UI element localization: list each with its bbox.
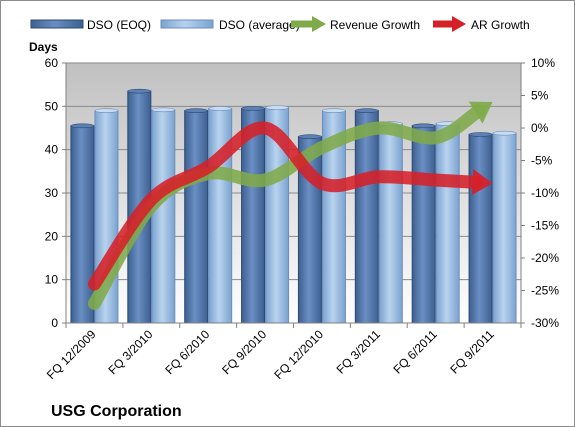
right-tick-label: 10% <box>531 56 555 70</box>
arrowhead-revenue-growth <box>468 101 493 124</box>
left-tick-label: 10 <box>45 273 59 287</box>
bar-dso-average <box>208 108 233 324</box>
right-tick-label: 0% <box>531 121 549 135</box>
left-tick-label: 40 <box>45 143 59 157</box>
right-tick-label: -15% <box>531 219 559 233</box>
bar-dso-average <box>151 109 176 324</box>
x-tick-label: FQ 9/2011 <box>447 327 497 377</box>
left-axis-ticks: 0 10 20 30 40 50 60 <box>45 56 66 330</box>
bar-top-dso-average <box>265 105 289 110</box>
left-tick-label: 50 <box>45 99 59 113</box>
x-tick-label: FQ 3/2010 <box>105 327 155 377</box>
bar-top-dso-average <box>322 108 346 113</box>
x-tick-label: FQ 12/2010 <box>271 327 326 382</box>
right-tick-label: -5% <box>531 154 553 168</box>
chart-title: USG Corporation <box>51 403 182 420</box>
bar-top-dso-eoq <box>241 106 265 111</box>
bar-dso-eoq <box>411 125 436 324</box>
right-tick-label: -20% <box>531 251 559 265</box>
x-tick-label: FQ 6/2010 <box>162 327 212 377</box>
bar-dso-average <box>492 132 517 324</box>
bar-top-dso-eoq <box>411 123 436 129</box>
bar-top-dso-eoq <box>127 88 152 94</box>
left-tick-label: 20 <box>45 229 59 243</box>
right-tick-label: -30% <box>531 316 559 330</box>
legend-item-dso-eoq: DSO (EOQ) <box>30 18 151 32</box>
bar-dso-eoq <box>70 125 95 324</box>
right-axis-ticks: -30% -25% -20% -15% -10% -5% 0% 5% 10% <box>521 56 559 330</box>
bar-dso-average <box>378 123 403 324</box>
right-tick-label: -25% <box>531 284 559 298</box>
legend-label-dso-eoq: DSO (EOQ) <box>87 18 151 32</box>
bar-top-dso-average <box>94 108 119 113</box>
bar-top-dso-eoq <box>184 108 208 113</box>
x-axis-ticks: FQ 12/2009 FQ 3/2010 FQ 6/2010 FQ 9/2010 FQ … <box>44 323 522 382</box>
left-tick-label: 0 <box>51 316 58 330</box>
legend: DSO (EOQ) DSO (average) Revenue Growth A… <box>30 16 530 32</box>
legend-swatch-dso-eoq <box>30 19 84 29</box>
legend-item-ar-growth: AR Growth <box>433 16 530 32</box>
bar-top-dso-average <box>151 107 176 113</box>
x-tick-label: FQ 12/2009 <box>44 327 99 382</box>
left-tick-label: 30 <box>45 186 59 200</box>
legend-item-revenue-growth: Revenue Growth <box>291 16 420 32</box>
legend-item-dso-average: DSO (average) <box>160 18 300 32</box>
bar-top-dso-eoq <box>298 134 322 139</box>
left-axis-label: Days <box>29 40 58 54</box>
right-tick-label: 5% <box>531 89 549 103</box>
bar-dso-eoq <box>354 110 379 324</box>
legend-label-ar-growth: AR Growth <box>471 18 530 32</box>
legend-swatch-dso-average <box>160 19 214 29</box>
bar-top-dso-average <box>208 106 232 111</box>
growth-lines <box>87 101 493 310</box>
bar-top-dso-average <box>492 130 517 136</box>
bar-dso-average <box>435 123 460 324</box>
x-tick-label: FQ 3/2011 <box>334 327 384 377</box>
bar-top-dso-eoq <box>70 123 95 129</box>
legend-arrow-icon <box>452 16 466 32</box>
arrowhead-ar-growth <box>471 169 493 196</box>
left-tick-label: 60 <box>45 56 59 70</box>
line-ar-growth <box>87 121 484 291</box>
right-tick-label: -10% <box>531 186 559 200</box>
bar-top-dso-eoq <box>468 132 493 137</box>
x-tick-label: FQ 6/2011 <box>390 327 440 377</box>
legend-label-revenue-growth: Revenue Growth <box>330 18 420 32</box>
legend-arrow-icon <box>312 16 326 32</box>
bar-dso-eoq <box>184 110 209 324</box>
bar-top-dso-eoq <box>355 108 379 113</box>
bar-dso-eoq <box>468 134 493 324</box>
legend-label-dso-average: DSO (average) <box>219 18 300 32</box>
x-tick-label: FQ 9/2010 <box>219 327 269 377</box>
